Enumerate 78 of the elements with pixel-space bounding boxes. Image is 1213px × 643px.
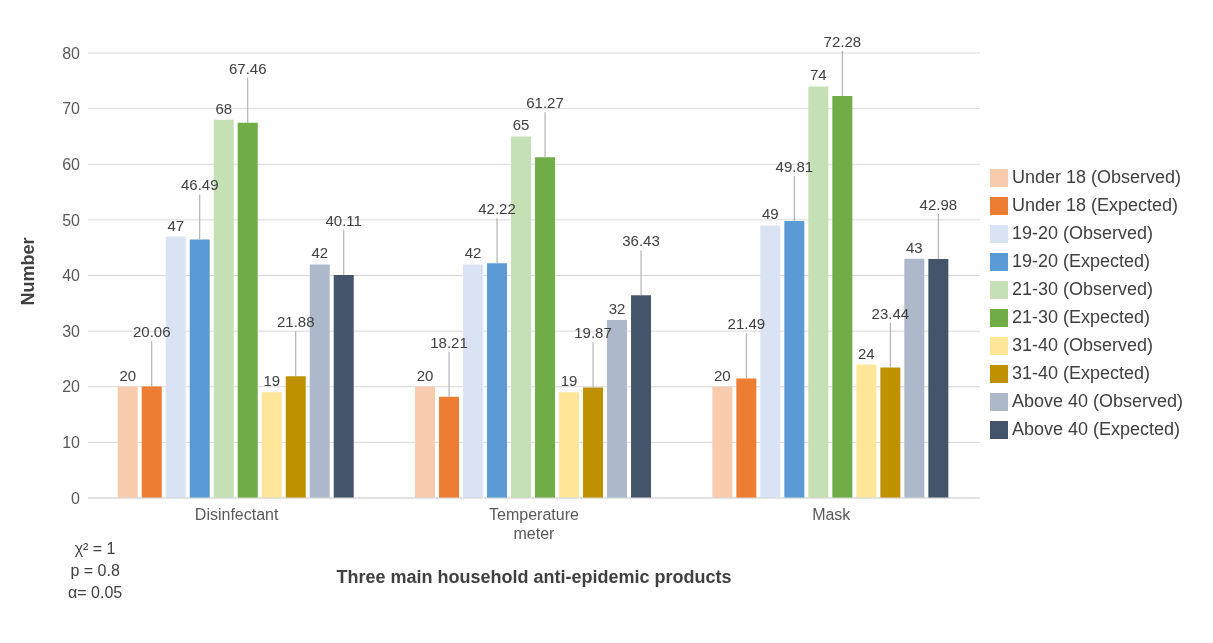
data-label: 49.81 bbox=[775, 157, 814, 175]
data-label: 46.49 bbox=[180, 176, 219, 194]
data-label: 19.87 bbox=[574, 324, 612, 342]
legend-label: Above 40 (Observed) bbox=[1011, 391, 1183, 411]
bar bbox=[712, 386, 733, 498]
bar bbox=[117, 386, 138, 498]
bar bbox=[880, 367, 901, 498]
bar bbox=[631, 295, 652, 498]
bar bbox=[856, 364, 877, 498]
data-label: 19 bbox=[560, 372, 578, 390]
legend-label: Under 18 (Observed) bbox=[1011, 167, 1181, 187]
data-label: 72.28 bbox=[823, 32, 862, 50]
bar bbox=[583, 387, 604, 498]
data-label: 19 bbox=[263, 372, 281, 390]
text: χ² = 1 bbox=[73, 539, 117, 559]
text: p = 0.8 bbox=[69, 561, 121, 581]
bar bbox=[415, 386, 436, 498]
y-tick-label: 60 bbox=[62, 155, 81, 173]
bar bbox=[559, 392, 580, 498]
data-label: 42.22 bbox=[478, 200, 516, 218]
bar bbox=[784, 220, 805, 498]
legend-label: 31-40 (Expected) bbox=[1011, 363, 1150, 383]
y-axis-title: Number bbox=[18, 237, 39, 306]
data-label: 20 bbox=[416, 366, 434, 384]
bar bbox=[928, 258, 949, 498]
data-label: 20.06 bbox=[132, 323, 171, 341]
y-tick-label: 10 bbox=[62, 434, 81, 452]
y-tick-label: 0 bbox=[71, 489, 81, 507]
data-label: 32 bbox=[608, 300, 626, 317]
x-axis-title: Three main household anti-epidemic products bbox=[336, 567, 732, 587]
y-tick-label: 30 bbox=[62, 322, 81, 340]
data-label: 47 bbox=[167, 216, 185, 234]
bar bbox=[535, 157, 556, 498]
bar bbox=[261, 392, 282, 498]
bar bbox=[832, 95, 853, 498]
bar bbox=[439, 396, 460, 498]
legend-label: Above 40 (Expected) bbox=[1011, 419, 1181, 439]
data-label: 61.27 bbox=[526, 94, 564, 112]
bar bbox=[736, 378, 757, 498]
data-label: 43 bbox=[905, 238, 923, 256]
y-tick-label: 70 bbox=[62, 100, 81, 118]
legend-label: 21-30 (Observed) bbox=[1011, 279, 1153, 299]
legend-label: 19-20 (Observed) bbox=[1011, 223, 1153, 243]
bar bbox=[141, 386, 162, 498]
text: α= 0.05 bbox=[68, 583, 123, 603]
data-label: 74 bbox=[809, 66, 827, 84]
y-tick-label: 80 bbox=[62, 44, 81, 62]
data-label: 21.88 bbox=[276, 313, 315, 331]
data-label: 21.49 bbox=[727, 315, 766, 333]
data-label: 23.44 bbox=[871, 304, 910, 322]
data-label: 24 bbox=[857, 344, 875, 362]
data-label: 20 bbox=[713, 366, 731, 384]
legend-label: 31-40 (Observed) bbox=[1011, 335, 1153, 355]
y-tick-label: 20 bbox=[62, 378, 81, 396]
data-label: 42 bbox=[311, 244, 329, 262]
data-label: 20 bbox=[119, 366, 137, 384]
bar bbox=[487, 263, 508, 498]
bar bbox=[189, 239, 210, 498]
bar bbox=[333, 274, 354, 498]
y-tick-label: 40 bbox=[62, 267, 81, 285]
data-label: 49 bbox=[761, 205, 779, 223]
x-tick-label: Disinfectant bbox=[194, 506, 279, 523]
x-tick-label: Temperature meter bbox=[489, 506, 579, 542]
bar bbox=[237, 122, 258, 498]
data-label: 42.98 bbox=[919, 195, 958, 213]
data-label: 65 bbox=[512, 116, 530, 134]
legend-label: Under 18 (Expected) bbox=[1011, 195, 1178, 215]
data-label: 18.21 bbox=[430, 333, 468, 351]
data-label: 67.46 bbox=[228, 59, 267, 77]
data-label: 36.43 bbox=[622, 232, 660, 250]
bar bbox=[285, 376, 306, 498]
data-label: 68 bbox=[215, 99, 233, 117]
data-label: 40.11 bbox=[325, 211, 362, 229]
data-label: 42 bbox=[464, 244, 482, 262]
legend-label: 19-20 (Expected) bbox=[1011, 251, 1150, 271]
x-tick-label: Mask bbox=[812, 506, 852, 523]
legend-label: 21-30 (Expected) bbox=[1011, 307, 1150, 327]
y-tick-label: 50 bbox=[62, 211, 81, 229]
